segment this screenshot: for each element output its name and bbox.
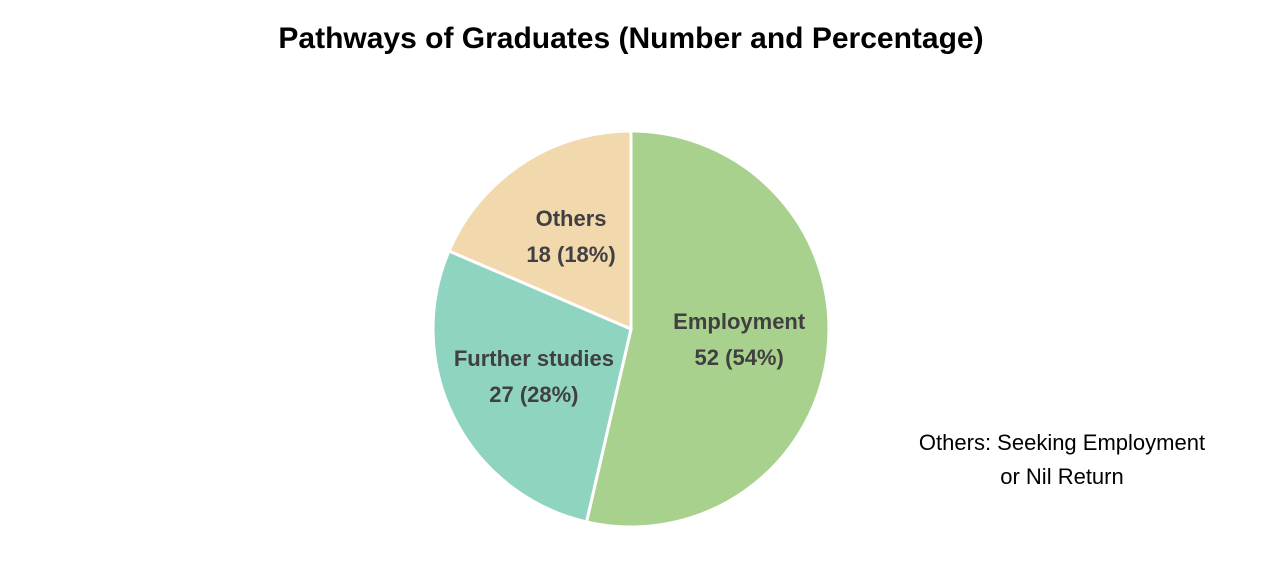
slice-value-label: 27 (28%) (489, 382, 578, 407)
slice-value-label: 18 (18%) (526, 242, 615, 267)
annotation: or Nil Return (1000, 464, 1123, 489)
pie-slice (584, 129, 831, 529)
slice-category: Employment (673, 309, 806, 334)
slice-category: Further studies (454, 346, 614, 371)
slice-category: Others (536, 206, 607, 231)
pie (431, 129, 831, 529)
chart-title: Pathways of Graduates (Number and Percen… (278, 22, 983, 55)
slice-value-label: 52 (54%) (695, 345, 784, 370)
pie-slice (447, 129, 633, 332)
annotation: Others: Seeking Employment (919, 430, 1205, 455)
pie-slice (431, 249, 633, 524)
